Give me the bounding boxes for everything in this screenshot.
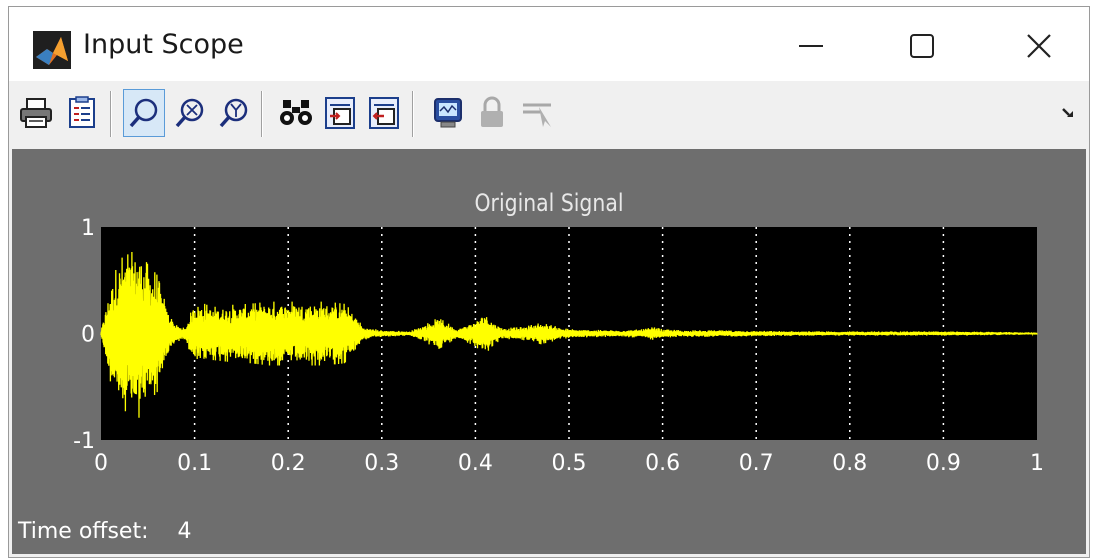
overflow-arrow-icon[interactable]: [1061, 105, 1075, 119]
zoom-x-icon: [175, 98, 204, 128]
time-offset-label: Time offset:: [18, 519, 149, 544]
close-icon: [1027, 34, 1051, 58]
zoom-button[interactable]: [123, 89, 165, 137]
x-tick-label: 0.8: [832, 451, 867, 476]
parameters-button[interactable]: [61, 89, 103, 137]
lock-axes-icon: [481, 96, 503, 127]
matlab-logo-icon: [33, 31, 71, 69]
signal-selection-icon: [523, 103, 551, 127]
signal-selection-button[interactable]: [517, 89, 559, 137]
toolbar: [9, 81, 1089, 151]
toolbar-separator: [110, 91, 112, 137]
zoom-x-button[interactable]: [169, 89, 211, 137]
x-tick-label: 0.7: [739, 451, 774, 476]
signal-plot[interactable]: 0 0.1 0.2 0.3 0.4 0.5 0.6 0.7 0.8 0.9 1-101: [12, 149, 1086, 556]
x-tick-label: 0.3: [364, 451, 399, 476]
restore-axes-settings-button[interactable]: [363, 89, 405, 137]
time-offset: Time offset: 4: [18, 519, 192, 544]
close-button[interactable]: [1009, 23, 1069, 69]
x-tick-label: 0.4: [458, 451, 493, 476]
maximize-button[interactable]: [892, 23, 952, 69]
autoscale-button[interactable]: [275, 89, 317, 137]
x-tick-label: 0.1: [177, 451, 212, 476]
window-title: Input Scope: [83, 29, 244, 60]
minimize-icon: [799, 45, 823, 47]
minimize-button[interactable]: [781, 23, 841, 69]
print-button[interactable]: [15, 89, 57, 137]
parameters-icon: [69, 96, 95, 128]
x-tick-label: 0.5: [552, 451, 587, 476]
zoom-y-button[interactable]: [213, 89, 255, 137]
x-tick-label: 0: [94, 451, 108, 476]
toolbar-separator: [412, 91, 414, 137]
scope-display: Original Signal 0 0.1 0.2 0.3 0.4 0.5 0.6 0.7 0.…: [12, 149, 1086, 554]
floating-scope-button[interactable]: [427, 89, 469, 137]
signal-series-line: [100, 251, 1038, 418]
lock-axes-button[interactable]: [471, 89, 513, 137]
restore-axes-settings-icon: [369, 97, 399, 129]
plot-title: Original Signal: [474, 189, 624, 217]
y-tick-label: 1: [81, 216, 95, 241]
zoom-y-icon: [219, 98, 248, 128]
maximize-icon: [910, 34, 934, 58]
floating-scope-icon: [434, 98, 462, 128]
save-axes-settings-icon: [325, 97, 355, 129]
y-tick-label: 0: [81, 323, 95, 348]
scope-window: Input Scope: [8, 6, 1090, 558]
autoscale-icon: [280, 100, 312, 125]
x-tick-label: 0.6: [645, 451, 680, 476]
x-tick-label: 0.2: [271, 451, 306, 476]
time-offset-value: 4: [177, 519, 192, 544]
zoom-icon: [129, 98, 158, 128]
save-axes-settings-button[interactable]: [319, 89, 361, 137]
print-icon: [20, 98, 52, 128]
x-tick-label: 1: [1030, 451, 1044, 476]
title-bar[interactable]: Input Scope: [9, 7, 1089, 81]
toolbar-separator: [261, 91, 263, 137]
x-tick-label: 0.9: [926, 451, 961, 476]
y-tick-label: -1: [73, 429, 95, 454]
